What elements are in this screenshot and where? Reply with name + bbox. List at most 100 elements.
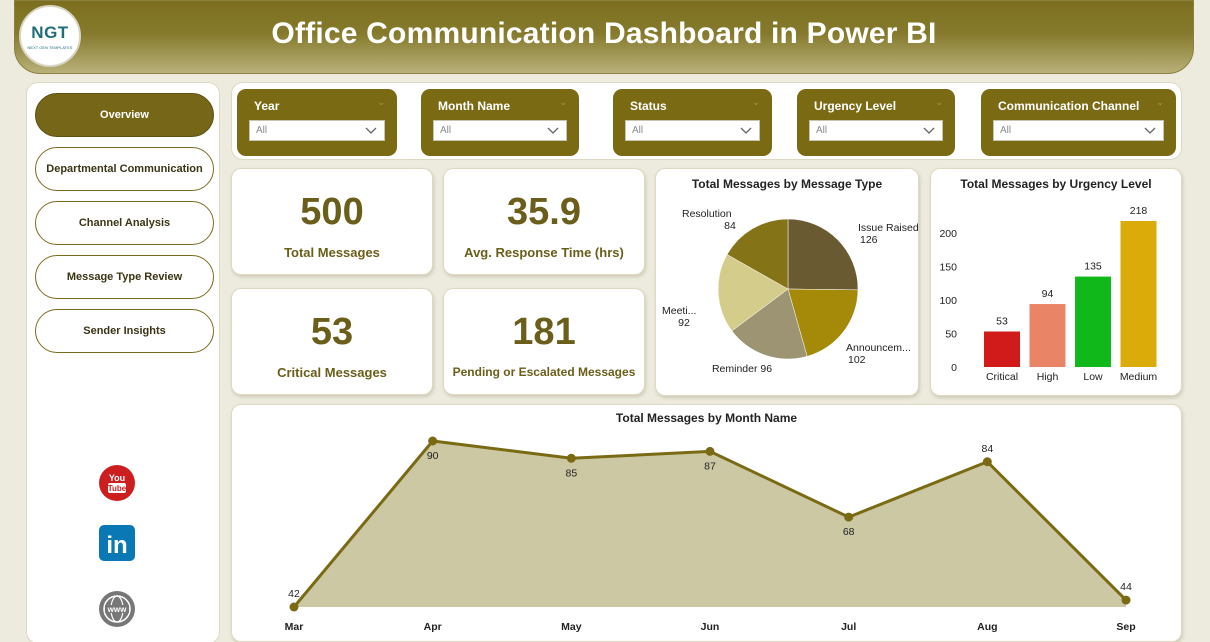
chevron-down-icon	[740, 127, 752, 134]
chevron-down-icon: ⌄	[935, 97, 943, 107]
kpi-card-pending-escalated: 181 Pending or Escalated Messages	[443, 288, 645, 395]
logo-subtext: NEXT GEN TEMPLATES	[27, 44, 73, 50]
area-chart[interactable]: 42 Mar 90 Apr 85 May 87 Jun 68 Jul 84 Aug 44 Sep	[232, 405, 1181, 641]
svg-text:102: 102	[848, 354, 866, 366]
area-fill	[294, 441, 1126, 607]
bar[interactable]	[984, 331, 1020, 367]
status-dropdown[interactable]: All	[625, 120, 760, 141]
data-label: 90	[427, 450, 439, 462]
filter-bar: Year ⌄ All Month Name ⌄ All Status ⌄ All…	[231, 82, 1182, 160]
communication-channel-slicer: Communication Channel ⌄ All	[981, 89, 1176, 156]
svg-text:84: 84	[724, 220, 736, 232]
slicer-label: Urgency Level	[814, 99, 897, 113]
data-point[interactable]	[982, 457, 992, 467]
nav-overview-button[interactable]: Overview	[35, 93, 214, 137]
chevron-down-icon: ⌄	[1156, 97, 1164, 107]
data-point[interactable]	[566, 453, 576, 463]
header-banner: NGT NEXT GEN TEMPLATES Office Communicat…	[14, 0, 1194, 74]
y-tick-label: 100	[939, 295, 957, 307]
slicer-value: All	[256, 125, 268, 136]
slicer-label: Communication Channel	[998, 99, 1140, 113]
pie-slice-label: Announcem...102	[846, 342, 911, 366]
communication-channel-dropdown[interactable]: All	[993, 120, 1164, 141]
youtube-icon[interactable]: You Tube	[97, 463, 137, 503]
svg-text:www: www	[107, 605, 127, 614]
x-tick-label: Low	[1083, 371, 1103, 383]
x-tick-label: Aug	[977, 621, 997, 633]
x-tick-label: Jun	[701, 621, 720, 633]
pie-slice[interactable]	[731, 288, 808, 360]
bar[interactable]	[1029, 304, 1066, 367]
month-name-slicer: Month Name ⌄ All	[421, 89, 579, 156]
chevron-down-icon: ⌄	[377, 97, 385, 107]
slicer-value: All	[440, 125, 452, 136]
y-tick-label: 50	[945, 329, 957, 341]
chevron-down-icon	[547, 127, 559, 134]
slicer-label: Month Name	[438, 99, 510, 113]
data-point[interactable]	[1121, 595, 1131, 605]
svg-text:You: You	[109, 473, 125, 483]
nav-message-type-review-button[interactable]: Message Type Review	[35, 255, 214, 299]
svg-text:Resolution: Resolution	[682, 208, 732, 220]
company-logo[interactable]: NGT NEXT GEN TEMPLATES	[19, 5, 81, 67]
svg-text:126: 126	[860, 234, 878, 246]
bar-chart[interactable]: 0 50 100 150 200 53 Critical 94 High 135 Low 218 Med…	[931, 169, 1181, 395]
urgency-level-slicer: Urgency Level ⌄ All	[797, 89, 955, 156]
bar-chart-card: Total Messages by Urgency Level 0 50 100 15…	[930, 168, 1182, 396]
data-point[interactable]	[844, 512, 854, 522]
svg-text:92: 92	[678, 317, 690, 329]
svg-text:Announcem...: Announcem...	[846, 342, 911, 354]
data-point[interactable]	[705, 446, 715, 456]
chart-title: Total Messages by Month Name	[615, 411, 798, 425]
pie-slice[interactable]	[717, 254, 789, 332]
linkedin-icon[interactable]: in	[97, 523, 137, 563]
bar-value-label: 218	[1130, 205, 1148, 217]
nav-sender-insights-button[interactable]: Sender Insights	[35, 309, 214, 353]
area-chart-card: Total Messages by Month Name 42 Mar 90 Apr 8…	[231, 404, 1182, 642]
slicer-value: All	[1000, 125, 1012, 136]
svg-text:in: in	[106, 532, 127, 559]
month-name-dropdown[interactable]: All	[433, 120, 567, 141]
data-point[interactable]	[289, 602, 299, 612]
kpi-label: Avg. Response Time (hrs)	[464, 245, 624, 260]
chevron-down-icon: ⌄	[752, 97, 760, 107]
nav-channel-analysis-button[interactable]: Channel Analysis	[35, 201, 214, 245]
bar-value-label: 94	[1042, 288, 1054, 300]
x-tick-label: Critical	[986, 371, 1018, 383]
slicer-label: Year	[254, 99, 280, 113]
kpi-card-critical-messages: 53 Critical Messages	[231, 288, 433, 395]
chart-title: Total Messages by Message Type	[691, 177, 883, 191]
kpi-card-total-messages: 500 Total Messages	[231, 168, 433, 275]
bar[interactable]	[1120, 221, 1157, 367]
data-label: 68	[843, 526, 855, 538]
sidebar: Overview Departmental Communication Chan…	[26, 82, 220, 642]
x-tick-label: Jul	[841, 621, 856, 633]
pie-slice[interactable]	[726, 218, 789, 290]
svg-text:Issue Raised: Issue Raised	[858, 222, 918, 234]
chevron-down-icon	[923, 127, 935, 134]
x-tick-label: Mar	[285, 621, 304, 633]
pie-slice-label: Reminder 96	[712, 363, 772, 375]
urgency-level-dropdown[interactable]: All	[809, 120, 943, 141]
pie-slice[interactable]	[787, 288, 859, 357]
slicer-value: All	[632, 125, 644, 136]
pie-slice[interactable]	[787, 218, 859, 291]
year-dropdown[interactable]: All	[249, 120, 385, 141]
logo-text: NGT	[31, 22, 69, 42]
x-tick-label: Medium	[1120, 371, 1158, 383]
chevron-down-icon	[1144, 127, 1156, 134]
nav-departmental-communication-button[interactable]: Departmental Communication	[35, 147, 214, 191]
data-point[interactable]	[428, 436, 438, 446]
x-tick-label: Apr	[424, 621, 442, 633]
kpi-value: 35.9	[507, 191, 581, 233]
slicer-label: Status	[630, 99, 667, 113]
bar[interactable]	[1075, 276, 1111, 367]
kpi-label: Total Messages	[284, 245, 380, 260]
globe-icon[interactable]: www	[97, 589, 137, 629]
x-tick-label: High	[1037, 371, 1059, 383]
kpi-value: 53	[310, 311, 354, 353]
svg-text:Tube: Tube	[108, 484, 127, 493]
